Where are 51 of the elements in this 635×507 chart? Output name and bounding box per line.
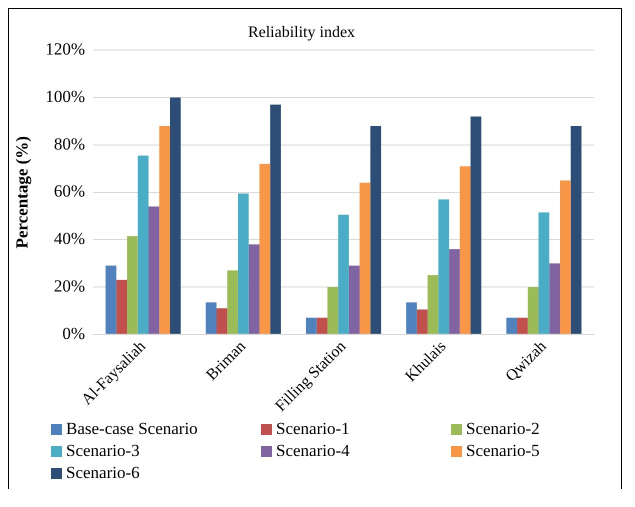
- y-tick-label: 100%: [45, 87, 86, 106]
- bar: [460, 166, 471, 334]
- bar: [116, 280, 128, 334]
- bar: [549, 263, 560, 334]
- bar: [438, 199, 450, 334]
- bar: [316, 318, 328, 334]
- bar: [370, 126, 382, 334]
- bar: [327, 287, 338, 334]
- bar: [248, 244, 260, 334]
- legend-label: Scenario-2: [466, 419, 540, 439]
- bar: [159, 126, 170, 334]
- bar: [127, 236, 138, 334]
- bar: [206, 302, 217, 334]
- y-tick-label: 0%: [62, 324, 86, 343]
- legend-label: Scenario-3: [66, 441, 140, 461]
- legend-label: Scenario-6: [66, 463, 140, 483]
- bar: [506, 318, 518, 334]
- legend-label: Scenario-5: [466, 441, 540, 461]
- legend-label: Base-case Scenario: [66, 419, 198, 439]
- bar: [528, 287, 539, 334]
- y-tick-label: 20%: [54, 276, 86, 296]
- bar: [538, 212, 550, 334]
- bar: [227, 270, 238, 334]
- y-tick-label: 120%: [45, 40, 86, 59]
- bar: [360, 182, 370, 334]
- legend-label: Scenario-1: [276, 419, 350, 439]
- bar: [348, 266, 360, 334]
- bar: [270, 104, 281, 334]
- y-tick-label: 80%: [54, 134, 86, 154]
- bar: [259, 164, 270, 334]
- y-axis-title: Percentage (%): [12, 136, 32, 249]
- chart-title: Reliability index: [248, 24, 356, 41]
- bar: [216, 308, 228, 334]
- bar: [560, 180, 571, 334]
- bar: [148, 206, 160, 334]
- bar: [338, 214, 349, 334]
- bar: [406, 302, 417, 334]
- bar: [470, 116, 482, 334]
- y-tick-label: 60%: [54, 182, 86, 201]
- bar: [106, 266, 116, 334]
- legend-label: Scenario-4: [276, 441, 350, 461]
- bar: [428, 275, 438, 334]
- bar: [570, 126, 582, 334]
- bar: [416, 309, 428, 334]
- bar: [138, 156, 149, 334]
- bar: [238, 193, 249, 334]
- bar: [517, 318, 528, 334]
- bar: [170, 98, 181, 334]
- bar: [306, 318, 317, 334]
- y-tick-label: 40%: [54, 229, 86, 248]
- bar: [449, 249, 460, 334]
